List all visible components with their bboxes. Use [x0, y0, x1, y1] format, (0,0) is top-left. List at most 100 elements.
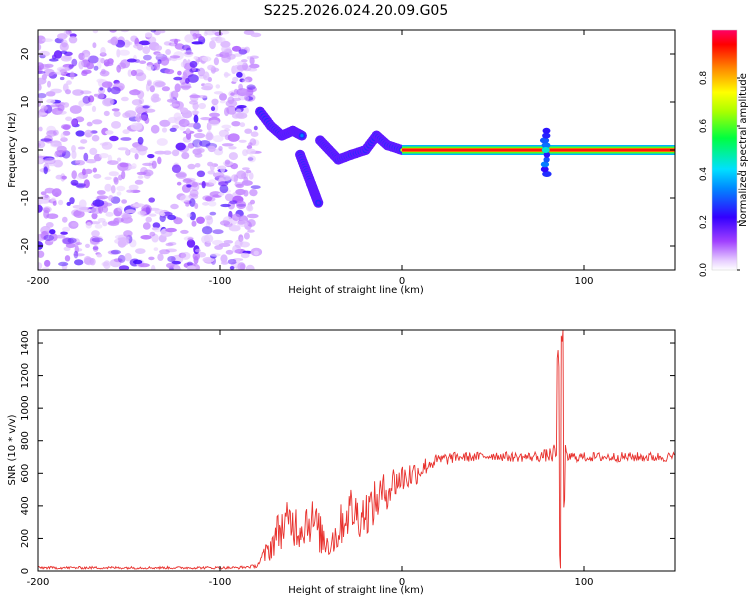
noise-blob: [65, 89, 71, 95]
noise-blob: [218, 146, 223, 151]
noise-blob: [154, 81, 166, 87]
noise-blob: [189, 189, 199, 197]
noise-blob: [107, 250, 119, 255]
noise-blob: [159, 214, 166, 223]
noise-blob: [51, 188, 62, 197]
noise-blob: [111, 185, 116, 194]
noise-blob: [118, 265, 130, 270]
noise-blob: [219, 93, 227, 101]
y-tick-label: 800: [20, 431, 31, 450]
noise-blob: [198, 35, 205, 41]
noise-blob: [242, 167, 250, 171]
snr-background: [38, 330, 675, 571]
noise-blob: [209, 211, 217, 216]
y-tick-label: 10: [20, 96, 31, 109]
noise-blob: [162, 211, 173, 217]
noise-blob: [193, 132, 206, 139]
noise-blob: [201, 226, 213, 235]
noise-blob: [185, 128, 191, 134]
noise-blob: [238, 234, 244, 242]
x-tick-label: 0: [399, 276, 405, 287]
noise-blob: [158, 30, 166, 34]
noise-blob: [142, 105, 150, 109]
noise-blob: [38, 62, 45, 71]
noise-blob: [84, 257, 94, 266]
noise-blob: [96, 253, 103, 258]
noise-blob: [232, 244, 242, 254]
y-tick-label: 0: [20, 568, 31, 574]
noise-blob: [73, 253, 85, 257]
noise-blob: [47, 80, 51, 88]
noise-blob: [250, 185, 261, 190]
noise-blob: [182, 72, 188, 80]
noise-blob: [211, 98, 219, 106]
noise-blob: [117, 147, 128, 151]
noise-blob: [220, 165, 226, 173]
noise-blob: [55, 174, 63, 180]
noise-blob: [239, 263, 246, 270]
noise-blob: [191, 181, 198, 188]
noise-blob: [118, 237, 130, 246]
noise-blob: [213, 57, 219, 66]
noise-blob: [121, 199, 127, 204]
noise-blob: [116, 64, 122, 73]
noise-blob: [71, 145, 76, 153]
noise-blob: [49, 104, 60, 108]
disturbance-blob: [540, 161, 550, 168]
noise-blob: [117, 206, 123, 212]
noise-blob: [113, 177, 119, 185]
noise-blob: [84, 168, 93, 174]
noise-blob: [110, 249, 121, 255]
noise-blob: [231, 45, 242, 52]
noise-blob: [174, 38, 178, 45]
noise-blob: [252, 139, 260, 146]
noise-blob: [104, 183, 112, 192]
noise-blob: [73, 209, 85, 218]
spectrogram-feature-5: [539, 127, 552, 177]
noise-blob: [165, 242, 174, 247]
noise-blob: [45, 222, 54, 228]
noise-blob: [203, 234, 214, 244]
noise-blob: [180, 251, 191, 260]
noise-blob: [206, 131, 213, 140]
noise-blob: [142, 162, 154, 166]
noise-blob: [166, 98, 177, 103]
noise-blob: [221, 45, 231, 53]
noise-blob: [43, 166, 48, 175]
noise-blob: [156, 138, 168, 146]
noise-blob: [170, 90, 179, 100]
noise-blob: [38, 126, 43, 132]
noise-blob: [218, 181, 229, 187]
noise-blob: [134, 179, 144, 185]
noise-blob: [217, 37, 226, 43]
noise-blob: [61, 175, 67, 180]
noise-blob: [92, 199, 105, 207]
snr-ylabel: SNR (10 * v/v): [7, 414, 18, 485]
noise-blob: [187, 163, 196, 170]
noise-blob: [142, 46, 151, 55]
noise-blob: [113, 217, 120, 225]
noise-blob: [241, 59, 248, 63]
noise-blob: [144, 32, 152, 38]
noise-blob: [212, 172, 225, 178]
noise-blob: [40, 105, 48, 112]
noise-blob: [80, 90, 92, 95]
noise-blob: [181, 152, 190, 160]
noise-blob: [169, 55, 181, 59]
noise-blob: [225, 99, 238, 108]
noise-blob: [62, 130, 71, 136]
noise-blob: [189, 100, 199, 105]
disturbance-blob: [542, 171, 552, 177]
noise-blob: [107, 86, 112, 93]
noise-blob: [101, 68, 106, 75]
noise-blob: [147, 154, 155, 159]
disturbance-blob: [539, 137, 550, 144]
noise-blob: [224, 159, 231, 165]
noise-blob: [108, 195, 114, 202]
noise-blob: [38, 110, 42, 118]
noise-blob: [210, 106, 216, 112]
noise-blob: [105, 130, 114, 135]
noise-blob: [184, 34, 194, 43]
noise-blob: [186, 239, 196, 248]
